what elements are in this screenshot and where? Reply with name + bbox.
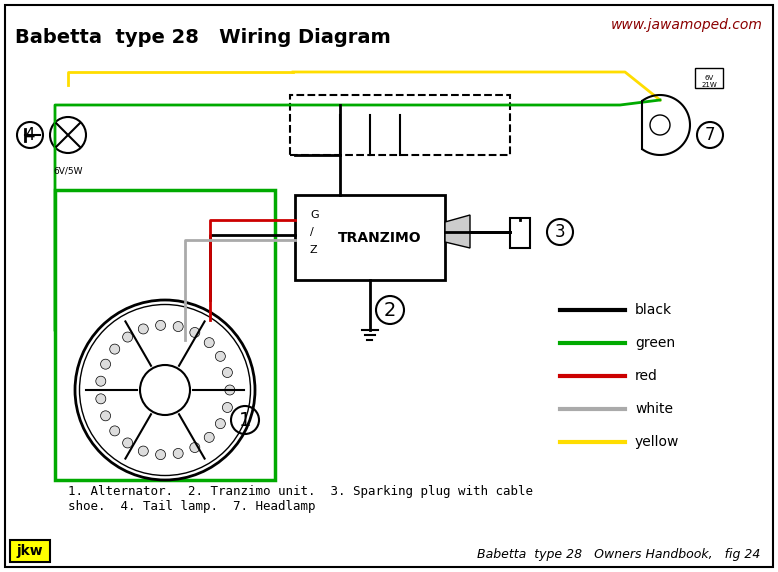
Text: 6V
21W: 6V 21W — [701, 75, 717, 88]
Bar — [695, 68, 723, 88]
Circle shape — [156, 450, 166, 460]
Text: Babetta  type 28   Owners Handbook,   fig 24: Babetta type 28 Owners Handbook, fig 24 — [477, 548, 760, 561]
Circle shape — [190, 327, 200, 337]
Text: Babetta  type 28   Wiring Diagram: Babetta type 28 Wiring Diagram — [15, 28, 391, 47]
Circle shape — [216, 419, 226, 428]
Circle shape — [100, 359, 110, 369]
Circle shape — [225, 385, 235, 395]
Circle shape — [205, 432, 214, 442]
Circle shape — [173, 448, 183, 458]
Circle shape — [100, 411, 110, 421]
Text: black: black — [635, 303, 672, 317]
Text: 2: 2 — [384, 300, 396, 320]
Text: green: green — [635, 336, 675, 350]
Circle shape — [138, 446, 149, 456]
Bar — [295, 195, 445, 280]
Circle shape — [140, 365, 190, 415]
Text: 4: 4 — [25, 126, 35, 144]
Text: G: G — [310, 210, 319, 220]
Text: www.jawamoped.com: www.jawamoped.com — [612, 18, 763, 32]
Text: yellow: yellow — [635, 435, 679, 449]
Circle shape — [123, 438, 132, 448]
Circle shape — [190, 443, 200, 452]
Text: white: white — [635, 402, 673, 416]
Circle shape — [223, 403, 233, 412]
Bar — [10, 540, 50, 562]
Circle shape — [156, 320, 166, 331]
Text: 6V/5W: 6V/5W — [53, 167, 82, 176]
Circle shape — [138, 324, 149, 334]
Text: 3: 3 — [555, 223, 566, 241]
Circle shape — [173, 321, 183, 332]
Bar — [55, 190, 275, 480]
Text: 1: 1 — [239, 411, 251, 430]
Text: 1. Alternator.  2. Tranzimo unit.  3. Sparking plug with cable
shoe.  4. Tail la: 1. Alternator. 2. Tranzimo unit. 3. Spar… — [68, 485, 533, 513]
Circle shape — [75, 300, 255, 480]
Text: /: / — [310, 227, 314, 237]
Polygon shape — [445, 215, 470, 248]
Text: TRANZIMO: TRANZIMO — [338, 231, 422, 244]
Circle shape — [110, 426, 120, 436]
Circle shape — [223, 368, 233, 378]
Text: jkw: jkw — [16, 544, 44, 558]
Text: red: red — [635, 369, 658, 383]
Bar — [510, 218, 530, 248]
Text: 7: 7 — [705, 126, 715, 144]
Circle shape — [205, 337, 214, 348]
Circle shape — [110, 344, 120, 354]
Circle shape — [96, 376, 106, 386]
Bar — [290, 95, 510, 155]
Circle shape — [123, 332, 132, 342]
Circle shape — [216, 351, 226, 362]
Circle shape — [96, 394, 106, 404]
Text: Z: Z — [310, 245, 317, 255]
